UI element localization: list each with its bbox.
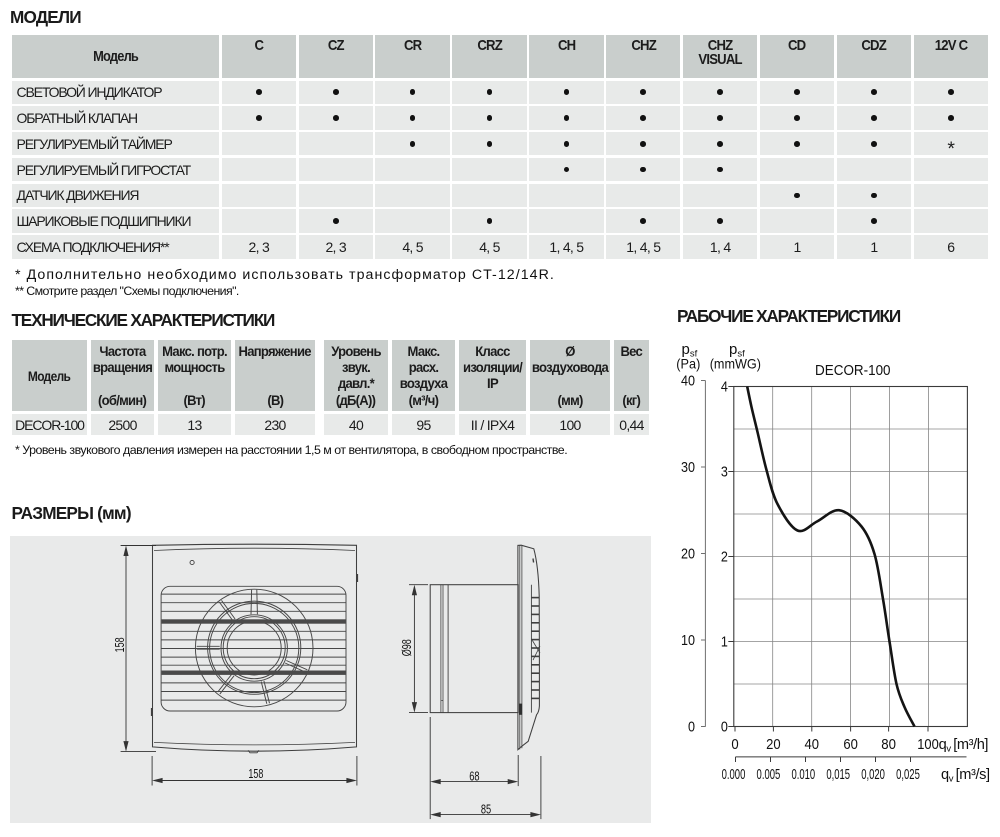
- svg-text:2: 2: [721, 549, 728, 566]
- svg-text:0: 0: [688, 719, 695, 736]
- svg-text:158: 158: [249, 765, 264, 780]
- svg-text:40: 40: [681, 373, 695, 390]
- svg-text:0,015: 0,015: [826, 767, 850, 783]
- svg-text:30: 30: [681, 459, 695, 476]
- svg-text:0: 0: [721, 719, 728, 736]
- svg-text:(mmWG): (mmWG): [710, 356, 761, 372]
- svg-text:68: 68: [470, 768, 480, 783]
- svg-text:qv [m³/h]: qv [m³/h]: [939, 737, 989, 755]
- svg-text:100: 100: [917, 737, 939, 753]
- svg-text:158: 158: [112, 637, 127, 652]
- svg-text:qv [m³/s]: qv [m³/s]: [941, 767, 990, 785]
- svg-text:4: 4: [721, 379, 728, 396]
- svg-text:10: 10: [681, 632, 695, 649]
- svg-text:80: 80: [881, 737, 896, 753]
- svg-text:0: 0: [731, 737, 738, 753]
- svg-text:0.005: 0.005: [757, 767, 781, 783]
- svg-text:0,020: 0,020: [861, 767, 885, 783]
- svg-text:1: 1: [721, 634, 728, 651]
- svg-text:(Pa): (Pa): [676, 356, 700, 372]
- svg-text:85: 85: [481, 801, 491, 816]
- svg-text:0.010: 0.010: [791, 767, 815, 783]
- svg-text:0.000: 0.000: [722, 767, 746, 783]
- svg-text:60: 60: [843, 737, 858, 753]
- svg-text:DECOR-100: DECOR-100: [815, 363, 891, 379]
- svg-text:20: 20: [681, 546, 695, 563]
- svg-text:Ø98: Ø98: [399, 639, 414, 656]
- svg-text:40: 40: [805, 737, 820, 753]
- svg-text:0,025: 0,025: [896, 767, 920, 783]
- svg-text:20: 20: [766, 737, 781, 753]
- svg-text:3: 3: [721, 464, 728, 481]
